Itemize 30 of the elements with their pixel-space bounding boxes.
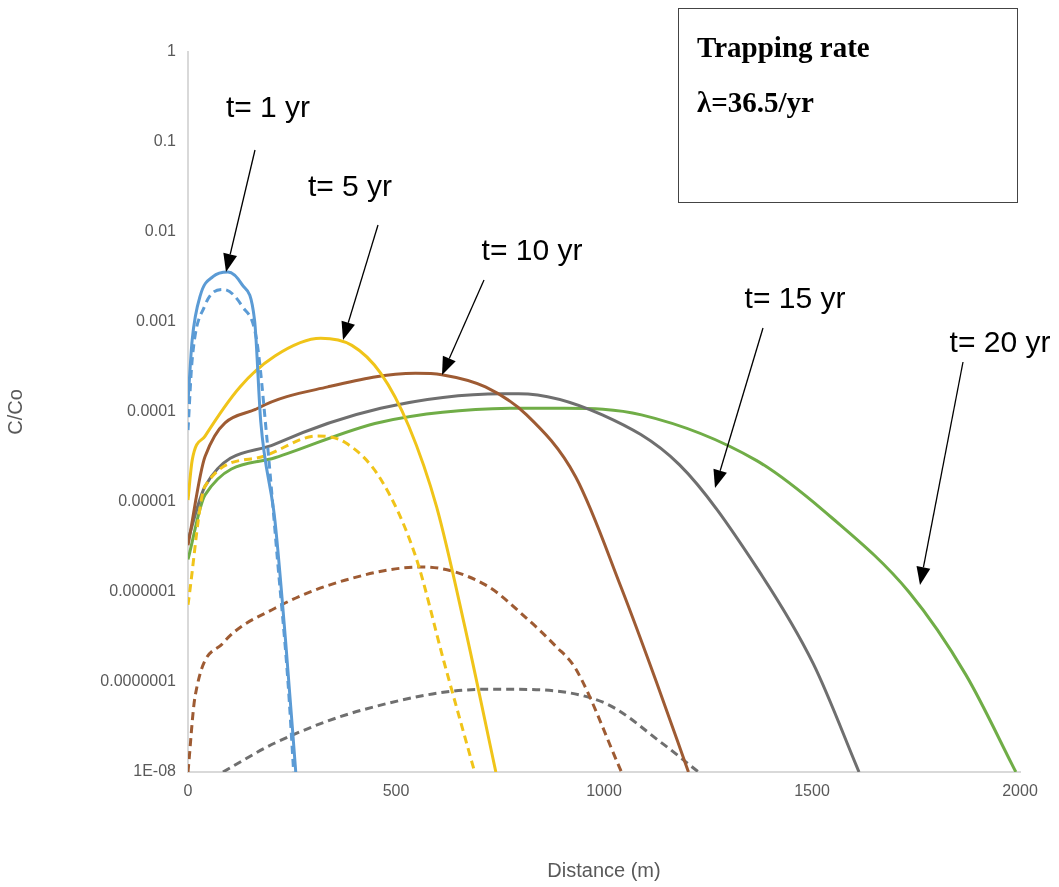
y-tick-label: 0.01	[144, 222, 177, 240]
line-series	[221, 687, 700, 772]
annotation: λ=36.5/yr	[697, 86, 815, 119]
x-tick-label: 1500	[794, 782, 830, 800]
x-axis-title: Distance (m)	[547, 858, 661, 881]
annotation: t= 20 yr	[949, 325, 1051, 358]
y-tick-label: 1	[167, 42, 177, 60]
annotation: t= 1 yr	[225, 90, 311, 123]
x-tick-label: 2000	[1002, 782, 1038, 800]
y-tick-label: 0.0001	[127, 402, 177, 420]
line-series	[188, 336, 498, 772]
x-tick-label: 1000	[586, 782, 622, 800]
line-series	[188, 406, 1018, 772]
line-series	[188, 434, 477, 772]
x-tick-label: 0	[183, 782, 193, 800]
y-tick-label: 0.00001	[118, 492, 177, 510]
annotation: t= 5 yr	[307, 169, 393, 202]
y-tick-label: 0.001	[135, 312, 177, 330]
annotation: t= 15 yr	[744, 281, 846, 314]
annotation: t= 10 yr	[481, 233, 583, 266]
annotation: Trapping rate	[697, 31, 871, 64]
y-tick-label: 0.1	[153, 132, 177, 150]
x-tick-label: 500	[382, 782, 410, 800]
line-series	[188, 392, 861, 772]
y-tick-label: 0.000001	[109, 582, 177, 600]
y-axis-title: C/Co	[3, 389, 26, 435]
line-series	[188, 565, 623, 772]
y-tick-label: 1E-08	[133, 762, 177, 780]
y-tick-label: 0.0000001	[100, 672, 177, 690]
note-box: Trapping rate λ=36.5/yr	[678, 8, 1018, 203]
